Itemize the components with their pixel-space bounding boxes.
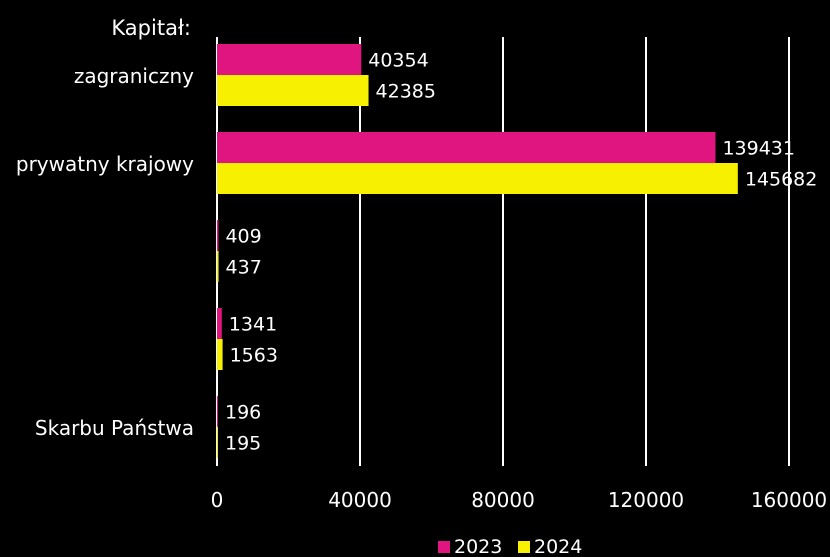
category-label-0: zagraniczny xyxy=(74,64,194,88)
data-label-2023-2: 409 xyxy=(225,226,261,248)
category-labels: zagraniczny prywatny krajowy Skarbu Państw… xyxy=(16,64,194,440)
data-label-2024-3: 1563 xyxy=(230,345,278,367)
data-label-2024-1: 145682 xyxy=(745,169,818,191)
x-tick-label-1: 40000 xyxy=(328,488,392,512)
data-label-2023-4: 196 xyxy=(225,402,261,424)
data-label-2024-4: 195 xyxy=(225,433,261,455)
bar-2023-0 xyxy=(217,44,362,75)
bar-2024-2 xyxy=(217,251,219,282)
legend-swatch-2024 xyxy=(518,541,530,553)
legend-label-2024: 2024 xyxy=(534,536,582,557)
data-label-2024-2: 437 xyxy=(226,257,262,279)
category-label-1: prywatny krajowy xyxy=(16,152,194,176)
data-labels: 40354 42385 139431 145682 409 437 1341 1563 196 1… xyxy=(225,50,817,455)
chart-title: Kapitał: xyxy=(111,16,191,40)
data-label-2024-0: 42385 xyxy=(376,81,436,103)
bar-2023-4 xyxy=(217,396,218,427)
legend-swatch-2023 xyxy=(438,541,450,553)
data-label-2023-0: 40354 xyxy=(368,50,428,72)
data-label-2023-3: 1341 xyxy=(229,314,277,336)
x-tick-label-4: 160000 xyxy=(751,488,827,512)
bar-2023-2 xyxy=(217,220,219,251)
x-axis-ticks: 0 40000 80000 120000 160000 xyxy=(211,488,828,512)
data-label-2023-1: 139431 xyxy=(722,138,795,160)
bar-2023-1 xyxy=(217,132,716,163)
bar-2024-4 xyxy=(217,427,218,458)
bar-2024-1 xyxy=(217,163,738,194)
bar-2023-3 xyxy=(217,308,222,339)
x-tick-label-0: 0 xyxy=(211,488,224,512)
bars xyxy=(217,44,738,458)
bar-2024-3 xyxy=(217,339,223,370)
legend: 2023 2024 xyxy=(438,536,582,557)
category-label-4: Skarbu Państwa xyxy=(35,416,194,440)
x-tick-label-3: 120000 xyxy=(608,488,684,512)
bar-2024-0 xyxy=(217,75,369,106)
x-tick-label-2: 80000 xyxy=(471,488,535,512)
legend-label-2023: 2023 xyxy=(454,536,502,557)
